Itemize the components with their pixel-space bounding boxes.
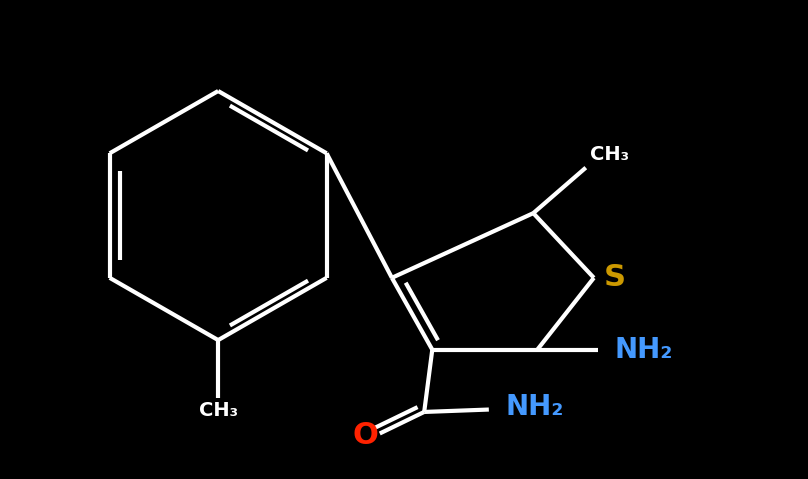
Text: S: S [604, 263, 625, 292]
Text: CH₃: CH₃ [199, 401, 238, 421]
Text: NH₂: NH₂ [505, 393, 563, 421]
Text: O: O [352, 422, 378, 450]
Text: CH₃: CH₃ [590, 145, 629, 164]
Text: NH₂: NH₂ [614, 336, 672, 364]
